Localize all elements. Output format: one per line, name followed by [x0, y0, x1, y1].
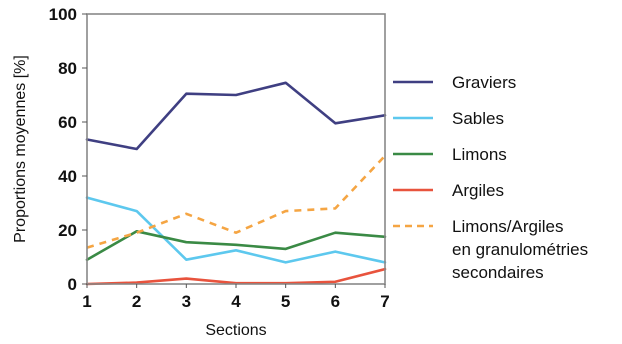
legend-label-limonsargiles: Limons/Argiles en granulométries secondair…	[452, 217, 588, 282]
series-line-graviers	[85, 81, 387, 151]
legend: Graviers Sables Limons Argiles Limons/Argile…	[393, 73, 588, 282]
plot-area	[85, 81, 387, 286]
x-tick-label: 5	[281, 292, 290, 311]
x-tick-label: 4	[231, 292, 241, 311]
y-tick-label: 20	[58, 221, 77, 240]
x-tick-label: 6	[331, 292, 340, 311]
series-line-limonsargiles	[86, 154, 386, 249]
series-line-sables	[85, 196, 387, 264]
legend-label-sables: Sables	[452, 109, 504, 128]
series-line-limons	[85, 230, 387, 262]
y-axis-title: Proportions moyennes [%]	[12, 55, 29, 243]
x-axis-title: Sections	[205, 322, 266, 339]
y-tick-label: 100	[49, 5, 77, 24]
x-tick-label: 3	[182, 292, 191, 311]
legend-label-argiles: Argiles	[452, 181, 504, 200]
y-tick-label: 60	[58, 113, 77, 132]
legend-label-limons: Limons	[452, 145, 507, 164]
legend-label-graviers: Graviers	[452, 73, 516, 92]
x-tick-label: 2	[132, 292, 141, 311]
x-tick-label: 1	[82, 292, 91, 311]
y-tick-label: 0	[68, 275, 77, 294]
x-tick-label: 7	[380, 292, 389, 311]
y-tick-label: 40	[58, 167, 77, 186]
series-line-argiles	[85, 267, 387, 286]
y-tick-label: 80	[58, 59, 77, 78]
axes: 0 20 40 60 80 100 1 2 3 4 5 6 7	[49, 5, 390, 311]
